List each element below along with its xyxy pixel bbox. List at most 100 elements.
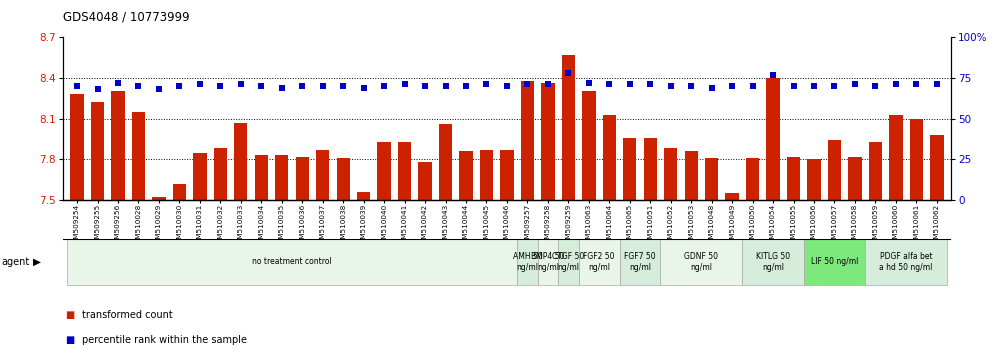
- Bar: [541, 83, 555, 200]
- Bar: [377, 142, 390, 200]
- Point: [704, 85, 720, 91]
- Bar: [804, 239, 866, 285]
- Bar: [71, 94, 84, 200]
- Bar: [275, 155, 289, 200]
- Point: [622, 81, 637, 87]
- Point: [458, 83, 474, 89]
- Point: [315, 83, 331, 89]
- Bar: [418, 162, 431, 200]
- Point: [171, 83, 187, 89]
- Bar: [558, 239, 579, 285]
- Point: [151, 86, 167, 92]
- Bar: [705, 158, 718, 200]
- Bar: [623, 138, 636, 200]
- Text: PDGF alfa bet
a hd 50 ng/ml: PDGF alfa bet a hd 50 ng/ml: [879, 252, 933, 272]
- Point: [581, 80, 597, 86]
- Bar: [357, 192, 371, 200]
- Point: [376, 83, 392, 89]
- Point: [253, 83, 269, 89]
- Bar: [439, 124, 452, 200]
- Point: [130, 83, 146, 89]
- Text: percentile rank within the sample: percentile rank within the sample: [82, 335, 247, 345]
- Point: [192, 81, 208, 87]
- Text: ▶: ▶: [33, 257, 41, 267]
- Point: [786, 83, 802, 89]
- Point: [336, 83, 352, 89]
- Bar: [234, 123, 247, 200]
- Point: [908, 81, 924, 87]
- Point: [888, 81, 904, 87]
- Text: ■: ■: [65, 310, 74, 320]
- Text: KITLG 50
ng/ml: KITLG 50 ng/ml: [756, 252, 790, 272]
- Bar: [849, 156, 862, 200]
- Point: [110, 80, 125, 86]
- Point: [806, 83, 822, 89]
- Bar: [684, 151, 698, 200]
- Text: CTGF 50
ng/ml: CTGF 50 ng/ml: [552, 252, 585, 272]
- Point: [437, 83, 453, 89]
- Bar: [398, 142, 411, 200]
- Text: BMP4 50
ng/ml: BMP4 50 ng/ml: [531, 252, 565, 272]
- Point: [69, 83, 85, 89]
- Text: no treatment control: no treatment control: [252, 257, 332, 267]
- Bar: [664, 148, 677, 200]
- Bar: [767, 78, 780, 200]
- Bar: [930, 135, 943, 200]
- Point: [540, 81, 556, 87]
- Bar: [579, 239, 620, 285]
- Point: [417, 83, 433, 89]
- Bar: [193, 153, 206, 200]
- Bar: [583, 91, 596, 200]
- Point: [683, 83, 699, 89]
- Bar: [172, 184, 186, 200]
- Point: [724, 83, 740, 89]
- Bar: [112, 91, 124, 200]
- Point: [642, 81, 658, 87]
- Bar: [459, 151, 473, 200]
- Point: [396, 81, 412, 87]
- Bar: [316, 150, 330, 200]
- Point: [847, 81, 863, 87]
- Text: AMH 50
ng/ml: AMH 50 ng/ml: [513, 252, 542, 272]
- Text: GDS4048 / 10773999: GDS4048 / 10773999: [63, 11, 189, 24]
- Bar: [152, 197, 165, 200]
- Point: [745, 83, 761, 89]
- Bar: [660, 239, 742, 285]
- Point: [561, 70, 577, 76]
- Bar: [742, 239, 804, 285]
- Text: agent: agent: [1, 257, 29, 267]
- Bar: [828, 140, 842, 200]
- Bar: [909, 119, 923, 200]
- Bar: [808, 159, 821, 200]
- Point: [929, 81, 945, 87]
- Bar: [480, 150, 493, 200]
- Bar: [620, 239, 660, 285]
- Bar: [889, 114, 902, 200]
- Bar: [517, 239, 538, 285]
- Text: FGF7 50
ng/ml: FGF7 50 ng/ml: [624, 252, 655, 272]
- Point: [212, 83, 228, 89]
- Text: transformed count: transformed count: [82, 310, 172, 320]
- Bar: [255, 155, 268, 200]
- Point: [662, 83, 678, 89]
- Text: ■: ■: [65, 335, 74, 345]
- Bar: [214, 148, 227, 200]
- Point: [520, 81, 536, 87]
- Bar: [521, 81, 534, 200]
- Point: [827, 83, 843, 89]
- Bar: [643, 138, 657, 200]
- Point: [478, 81, 494, 87]
- Bar: [296, 156, 309, 200]
- Bar: [500, 150, 514, 200]
- Point: [602, 81, 618, 87]
- Point: [765, 72, 781, 78]
- Bar: [131, 112, 145, 200]
- Bar: [603, 114, 616, 200]
- Text: LIF 50 ng/ml: LIF 50 ng/ml: [811, 257, 859, 267]
- Bar: [538, 239, 558, 285]
- Point: [274, 85, 290, 91]
- Bar: [866, 239, 947, 285]
- Bar: [787, 156, 800, 200]
- Point: [294, 83, 310, 89]
- Bar: [337, 158, 350, 200]
